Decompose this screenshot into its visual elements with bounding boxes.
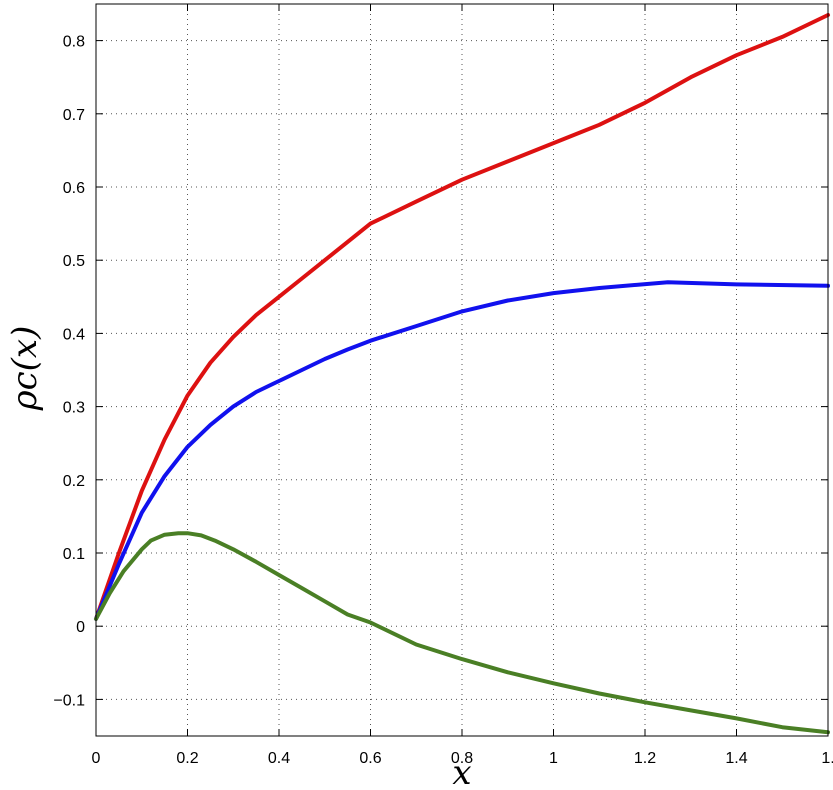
y-axis-tick-labels: −0.1 0 0.1 0.2 0.3 0.4 0.5 0.6 0.7 0.8 [53, 34, 85, 710]
y-tick-label: 0.3 [63, 400, 85, 417]
x-tick-label: 1.4 [725, 750, 747, 767]
series-line-3 [94, 531, 830, 735]
x-axis-tick-labels: 0 0.2 0.4 0.6 0.8 1 1.2 1.4 1. [92, 750, 833, 767]
x-tick-label: 0.8 [451, 750, 473, 767]
y-tick-label: 0.1 [63, 546, 85, 563]
series-line-2 [94, 280, 830, 621]
x-tick-label: 0 [92, 750, 101, 767]
x-tick-label: 0.2 [176, 750, 198, 767]
y-tick-label: −0.1 [53, 692, 85, 709]
x-tick-label: 0.4 [268, 750, 290, 767]
y-tick-label: 0.5 [63, 253, 85, 270]
y-tick-label: 0 [76, 619, 85, 636]
x-axis-label: x [452, 753, 471, 790]
axis-ticks [95, 4, 829, 736]
y-tick-label: 0.4 [63, 326, 85, 343]
x-tick-label: 1.2 [634, 750, 656, 767]
y-tick-label: 0.8 [63, 34, 85, 51]
y-tick-label: 0.2 [63, 473, 85, 490]
y-axis-label: ρc(x) [5, 326, 45, 412]
x-tick-label: 0.6 [359, 750, 381, 767]
series-line-1 [94, 13, 830, 621]
x-tick-label: 1 [549, 750, 558, 767]
series-lines [94, 13, 830, 735]
y-tick-label: 0.6 [63, 180, 85, 197]
grid [96, 4, 828, 736]
x-tick-label: 1. [821, 750, 833, 767]
y-tick-label: 0.7 [63, 107, 85, 124]
